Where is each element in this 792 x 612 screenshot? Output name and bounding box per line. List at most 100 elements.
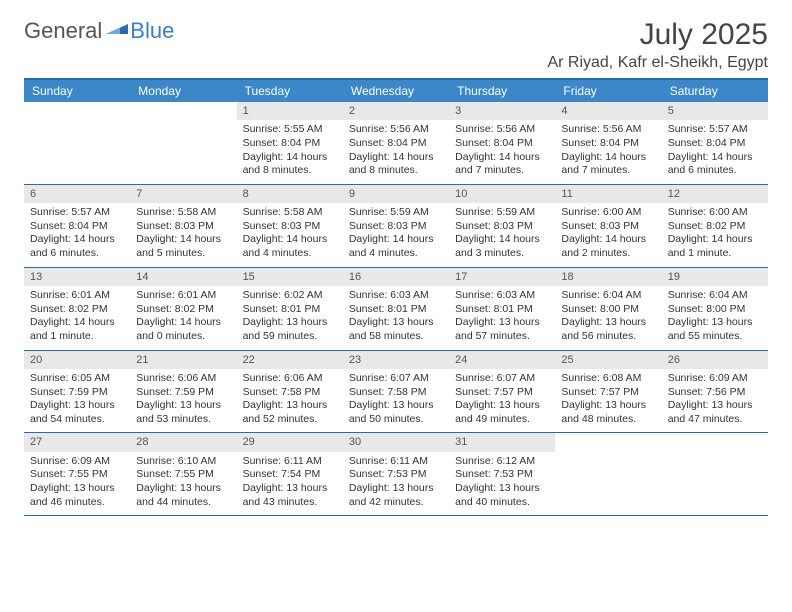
day-cell: 16Sunrise: 6:03 AMSunset: 8:01 PMDayligh… bbox=[343, 268, 449, 350]
week-row: 13Sunrise: 6:01 AMSunset: 8:02 PMDayligh… bbox=[24, 268, 768, 351]
week-row: 27Sunrise: 6:09 AMSunset: 7:55 PMDayligh… bbox=[24, 433, 768, 516]
day-cell: 19Sunrise: 6:04 AMSunset: 8:00 PMDayligh… bbox=[662, 268, 768, 350]
day-number: 12 bbox=[662, 185, 768, 203]
sunset-text: Sunset: 7:57 PM bbox=[561, 386, 655, 400]
day-number: 16 bbox=[343, 268, 449, 286]
day-number: 30 bbox=[343, 433, 449, 451]
day-body: Sunrise: 6:10 AMSunset: 7:55 PMDaylight:… bbox=[130, 452, 236, 516]
day-body: Sunrise: 6:04 AMSunset: 8:00 PMDaylight:… bbox=[555, 286, 661, 350]
day-cell: 2Sunrise: 5:56 AMSunset: 8:04 PMDaylight… bbox=[343, 102, 449, 184]
day-body: Sunrise: 6:06 AMSunset: 7:59 PMDaylight:… bbox=[130, 369, 236, 433]
day-cell: 17Sunrise: 6:03 AMSunset: 8:01 PMDayligh… bbox=[449, 268, 555, 350]
day-of-week-cell: Friday bbox=[555, 80, 661, 102]
daylight-text: Daylight: 13 hours and 50 minutes. bbox=[349, 399, 443, 426]
logo: General Blue bbox=[24, 18, 174, 44]
sunrise-text: Sunrise: 6:08 AM bbox=[561, 372, 655, 386]
week-row: 6Sunrise: 5:57 AMSunset: 8:04 PMDaylight… bbox=[24, 185, 768, 268]
day-cell bbox=[24, 102, 130, 184]
sunset-text: Sunset: 7:54 PM bbox=[243, 468, 337, 482]
day-body: Sunrise: 6:02 AMSunset: 8:01 PMDaylight:… bbox=[237, 286, 343, 350]
sunset-text: Sunset: 7:59 PM bbox=[30, 386, 124, 400]
daylight-text: Daylight: 13 hours and 46 minutes. bbox=[30, 482, 124, 509]
day-body: Sunrise: 6:07 AMSunset: 7:57 PMDaylight:… bbox=[449, 369, 555, 433]
day-number: 26 bbox=[662, 351, 768, 369]
sunrise-text: Sunrise: 6:03 AM bbox=[455, 289, 549, 303]
day-cell bbox=[662, 433, 768, 515]
sunrise-text: Sunrise: 6:01 AM bbox=[30, 289, 124, 303]
sunrise-text: Sunrise: 6:10 AM bbox=[136, 455, 230, 469]
sunrise-text: Sunrise: 5:58 AM bbox=[243, 206, 337, 220]
day-body: Sunrise: 6:12 AMSunset: 7:53 PMDaylight:… bbox=[449, 452, 555, 516]
day-body: Sunrise: 6:09 AMSunset: 7:56 PMDaylight:… bbox=[662, 369, 768, 433]
sunrise-text: Sunrise: 5:59 AM bbox=[349, 206, 443, 220]
daylight-text: Daylight: 13 hours and 44 minutes. bbox=[136, 482, 230, 509]
day-body: Sunrise: 6:05 AMSunset: 7:59 PMDaylight:… bbox=[24, 369, 130, 433]
sunrise-text: Sunrise: 6:00 AM bbox=[561, 206, 655, 220]
calendar: SundayMondayTuesdayWednesdayThursdayFrid… bbox=[24, 78, 768, 516]
daylight-text: Daylight: 13 hours and 57 minutes. bbox=[455, 316, 549, 343]
daylight-text: Daylight: 14 hours and 7 minutes. bbox=[561, 151, 655, 178]
day-number: 13 bbox=[24, 268, 130, 286]
day-cell: 3Sunrise: 5:56 AMSunset: 8:04 PMDaylight… bbox=[449, 102, 555, 184]
week-row: 20Sunrise: 6:05 AMSunset: 7:59 PMDayligh… bbox=[24, 351, 768, 434]
day-cell: 8Sunrise: 5:58 AMSunset: 8:03 PMDaylight… bbox=[237, 185, 343, 267]
sunrise-text: Sunrise: 6:04 AM bbox=[668, 289, 762, 303]
daylight-text: Daylight: 13 hours and 43 minutes. bbox=[243, 482, 337, 509]
daylight-text: Daylight: 13 hours and 47 minutes. bbox=[668, 399, 762, 426]
day-of-week-cell: Sunday bbox=[24, 80, 130, 102]
daylight-text: Daylight: 14 hours and 6 minutes. bbox=[668, 151, 762, 178]
daylight-text: Daylight: 14 hours and 1 minute. bbox=[668, 233, 762, 260]
day-cell: 6Sunrise: 5:57 AMSunset: 8:04 PMDaylight… bbox=[24, 185, 130, 267]
day-body: Sunrise: 5:56 AMSunset: 8:04 PMDaylight:… bbox=[449, 120, 555, 184]
daylight-text: Daylight: 13 hours and 55 minutes. bbox=[668, 316, 762, 343]
sunset-text: Sunset: 8:03 PM bbox=[349, 220, 443, 234]
day-body: Sunrise: 6:01 AMSunset: 8:02 PMDaylight:… bbox=[24, 286, 130, 350]
day-number: 24 bbox=[449, 351, 555, 369]
daylight-text: Daylight: 14 hours and 6 minutes. bbox=[30, 233, 124, 260]
day-cell: 10Sunrise: 5:59 AMSunset: 8:03 PMDayligh… bbox=[449, 185, 555, 267]
sunrise-text: Sunrise: 5:56 AM bbox=[561, 123, 655, 137]
daylight-text: Daylight: 13 hours and 40 minutes. bbox=[455, 482, 549, 509]
sunrise-text: Sunrise: 6:09 AM bbox=[668, 372, 762, 386]
day-body: Sunrise: 6:06 AMSunset: 7:58 PMDaylight:… bbox=[237, 369, 343, 433]
sunrise-text: Sunrise: 5:55 AM bbox=[243, 123, 337, 137]
sunset-text: Sunset: 8:01 PM bbox=[243, 303, 337, 317]
month-title: July 2025 bbox=[547, 18, 768, 52]
day-number: 17 bbox=[449, 268, 555, 286]
day-number: 6 bbox=[24, 185, 130, 203]
day-cell: 12Sunrise: 6:00 AMSunset: 8:02 PMDayligh… bbox=[662, 185, 768, 267]
day-number: 25 bbox=[555, 351, 661, 369]
day-cell: 15Sunrise: 6:02 AMSunset: 8:01 PMDayligh… bbox=[237, 268, 343, 350]
day-number: 19 bbox=[662, 268, 768, 286]
day-cell: 1Sunrise: 5:55 AMSunset: 8:04 PMDaylight… bbox=[237, 102, 343, 184]
sunset-text: Sunset: 7:58 PM bbox=[349, 386, 443, 400]
day-number: 3 bbox=[449, 102, 555, 120]
day-cell: 11Sunrise: 6:00 AMSunset: 8:03 PMDayligh… bbox=[555, 185, 661, 267]
sunset-text: Sunset: 8:04 PM bbox=[243, 137, 337, 151]
day-number: 10 bbox=[449, 185, 555, 203]
day-cell: 20Sunrise: 6:05 AMSunset: 7:59 PMDayligh… bbox=[24, 351, 130, 433]
day-number: 29 bbox=[237, 433, 343, 451]
daylight-text: Daylight: 13 hours and 54 minutes. bbox=[30, 399, 124, 426]
sunset-text: Sunset: 8:04 PM bbox=[561, 137, 655, 151]
day-number: 2 bbox=[343, 102, 449, 120]
sunset-text: Sunset: 8:02 PM bbox=[136, 303, 230, 317]
sunset-text: Sunset: 7:56 PM bbox=[668, 386, 762, 400]
daylight-text: Daylight: 14 hours and 4 minutes. bbox=[243, 233, 337, 260]
daylight-text: Daylight: 14 hours and 8 minutes. bbox=[349, 151, 443, 178]
day-cell: 23Sunrise: 6:07 AMSunset: 7:58 PMDayligh… bbox=[343, 351, 449, 433]
sunset-text: Sunset: 7:55 PM bbox=[30, 468, 124, 482]
sunset-text: Sunset: 8:03 PM bbox=[561, 220, 655, 234]
day-number: 11 bbox=[555, 185, 661, 203]
day-body: Sunrise: 5:56 AMSunset: 8:04 PMDaylight:… bbox=[555, 120, 661, 184]
day-cell: 9Sunrise: 5:59 AMSunset: 8:03 PMDaylight… bbox=[343, 185, 449, 267]
day-number: 15 bbox=[237, 268, 343, 286]
day-number: 28 bbox=[130, 433, 236, 451]
day-of-week-cell: Thursday bbox=[449, 80, 555, 102]
day-cell bbox=[130, 102, 236, 184]
day-body: Sunrise: 6:01 AMSunset: 8:02 PMDaylight:… bbox=[130, 286, 236, 350]
day-cell: 28Sunrise: 6:10 AMSunset: 7:55 PMDayligh… bbox=[130, 433, 236, 515]
daylight-text: Daylight: 14 hours and 0 minutes. bbox=[136, 316, 230, 343]
day-body: Sunrise: 5:57 AMSunset: 8:04 PMDaylight:… bbox=[24, 203, 130, 267]
day-body: Sunrise: 6:08 AMSunset: 7:57 PMDaylight:… bbox=[555, 369, 661, 433]
